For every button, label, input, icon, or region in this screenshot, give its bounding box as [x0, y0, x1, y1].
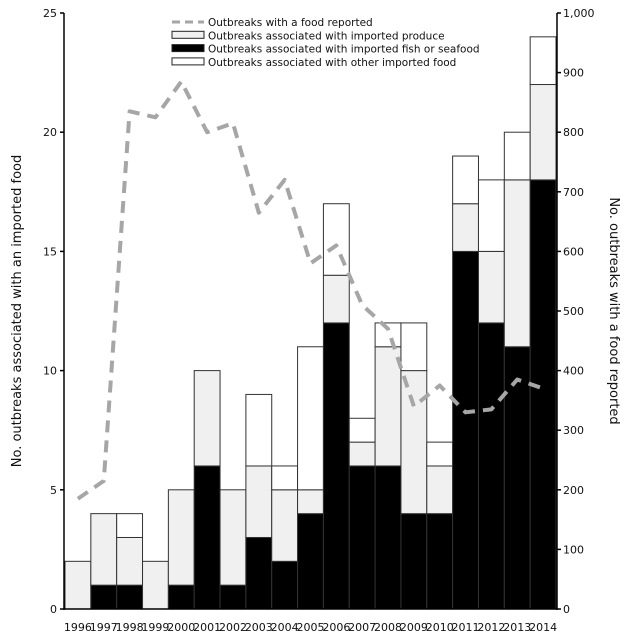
y-tick-label: 15 [43, 245, 57, 258]
y2-tick-label: 200 [563, 484, 584, 497]
bars-group [64, 36, 557, 610]
x-tick-label: 2005 [297, 621, 325, 634]
legend-swatch-white-box [171, 57, 205, 66]
x-tick-label: 1999 [141, 621, 169, 634]
y2-tick-label: 300 [563, 424, 584, 437]
bar-segment-fish-2014 [529, 179, 557, 610]
bar-segment-produce-2014 [529, 84, 557, 181]
x-tick-label: 2002 [219, 621, 247, 634]
bar-segment-produce-1998 [116, 536, 144, 586]
legend-label: Outbreaks with a food reported [208, 17, 373, 29]
bar-segment-other-2003 [245, 393, 273, 467]
x-tick-label: 2001 [193, 621, 221, 634]
bar-segment-other-2014 [529, 36, 557, 86]
x-tick-label: 2010 [426, 621, 454, 634]
x-tick-label: 1998 [116, 621, 144, 634]
bar-segment-other-2009 [400, 322, 428, 372]
legend-label: Outbreaks associated with imported produ… [208, 30, 445, 42]
bar-segment-other-2006 [322, 203, 350, 276]
x-tick-label: 2003 [245, 621, 273, 634]
y2-tick-label: 800 [563, 126, 584, 139]
x-tick-label: 2004 [271, 621, 299, 634]
bar-segment-produce-1997 [90, 513, 118, 586]
bar-segment-produce-1996 [64, 560, 92, 610]
y2-axis-title: No. outbreaks with a food reported [606, 197, 621, 424]
bar-segment-other-1998 [116, 513, 144, 538]
bar-segment-produce-2010 [426, 465, 454, 515]
y2-tick-label: 1,000 [563, 7, 595, 20]
bar-segment-fish-2001 [193, 465, 221, 610]
y2-tick-label: 600 [563, 245, 584, 258]
x-tick-label: 1996 [64, 621, 92, 634]
legend-label: Outbreaks associated with other imported… [208, 57, 456, 69]
bar-segment-produce-2000 [167, 489, 195, 586]
bar-segment-fish-2007 [348, 465, 376, 610]
y-axis-title: No. outbreaks associated with an importe… [10, 155, 25, 467]
bar-segment-fish-2013 [503, 346, 531, 610]
x-tick-label: 2009 [400, 621, 428, 634]
x-tick-label: 2007 [348, 621, 376, 634]
bar-segment-fish-2002 [219, 584, 247, 610]
bar-segment-produce-2008 [374, 346, 402, 467]
bar-segment-fish-2003 [245, 536, 273, 610]
axes-group: 1996199719981999200020012002200320042005… [43, 7, 595, 634]
x-tick-label: 2012 [477, 621, 505, 634]
legend-swatch-black-box [171, 44, 205, 53]
x-tick-label: 1997 [90, 621, 118, 634]
bar-segment-produce-2012 [477, 250, 505, 324]
bar-segment-produce-2001 [193, 370, 221, 467]
x-tick-label: 2006 [322, 621, 350, 634]
bar-segment-produce-1999 [142, 560, 169, 610]
bar-segment-fish-2009 [400, 513, 428, 610]
bar-segment-produce-2005 [297, 489, 324, 515]
bar-segment-other-2004 [271, 465, 299, 491]
bar-segment-fish-2005 [297, 513, 324, 610]
y2-tick-label: 500 [563, 305, 584, 318]
bar-segment-other-2007 [348, 417, 376, 443]
bar-segment-produce-2002 [219, 489, 247, 586]
x-tick-label: 2011 [452, 621, 480, 634]
bar-segment-produce-2007 [348, 441, 376, 467]
bar-segment-produce-2006 [322, 274, 350, 324]
y2-tick-label: 0 [563, 603, 570, 616]
line-group [76, 79, 544, 501]
bar-segment-fish-2008 [374, 465, 402, 610]
legend-label: Outbreaks associated with imported fish … [208, 44, 480, 56]
bar-segment-produce-2003 [245, 465, 273, 538]
bar-segment-fish-2011 [452, 250, 479, 610]
y2-tick-label: 900 [563, 67, 584, 80]
bar-segment-produce-2009 [400, 370, 428, 515]
bar-segment-other-2005 [297, 346, 324, 491]
y2-tick-label: 100 [563, 543, 584, 556]
legend-swatch-light-gray-box [171, 30, 205, 39]
y-tick-label: 0 [50, 603, 57, 616]
bar-segment-other-2013 [503, 131, 531, 181]
x-tick-label: 2008 [374, 621, 402, 634]
bar-segment-produce-2004 [271, 489, 299, 562]
bar-segment-fish-1998 [116, 584, 144, 610]
y2-tick-label: 700 [563, 186, 584, 199]
bar-segment-other-2011 [452, 155, 479, 205]
x-tick-label: 2000 [167, 621, 195, 634]
bar-segment-other-2012 [477, 179, 505, 252]
legend: Outbreaks with a food reportedOutbreaks … [171, 17, 480, 69]
bar-segment-fish-2010 [426, 513, 454, 610]
x-tick-label: 2013 [503, 621, 531, 634]
y-tick-label: 5 [50, 484, 57, 497]
y2-tick-label: 400 [563, 365, 584, 378]
y-tick-label: 25 [43, 7, 57, 20]
bar-segment-fish-2000 [167, 584, 195, 610]
bar-segment-fish-2004 [271, 560, 299, 610]
x-tick-label: 2014 [529, 621, 557, 634]
bar-segment-fish-1997 [90, 584, 118, 610]
bar-segment-fish-2012 [477, 322, 505, 610]
bar-segment-fish-2006 [322, 322, 350, 610]
bar-segment-produce-2013 [503, 179, 531, 348]
bar-segment-produce-2011 [452, 203, 479, 252]
bar-segment-other-2010 [426, 441, 454, 467]
y-tick-label: 20 [43, 126, 57, 139]
y-tick-label: 10 [43, 365, 57, 378]
